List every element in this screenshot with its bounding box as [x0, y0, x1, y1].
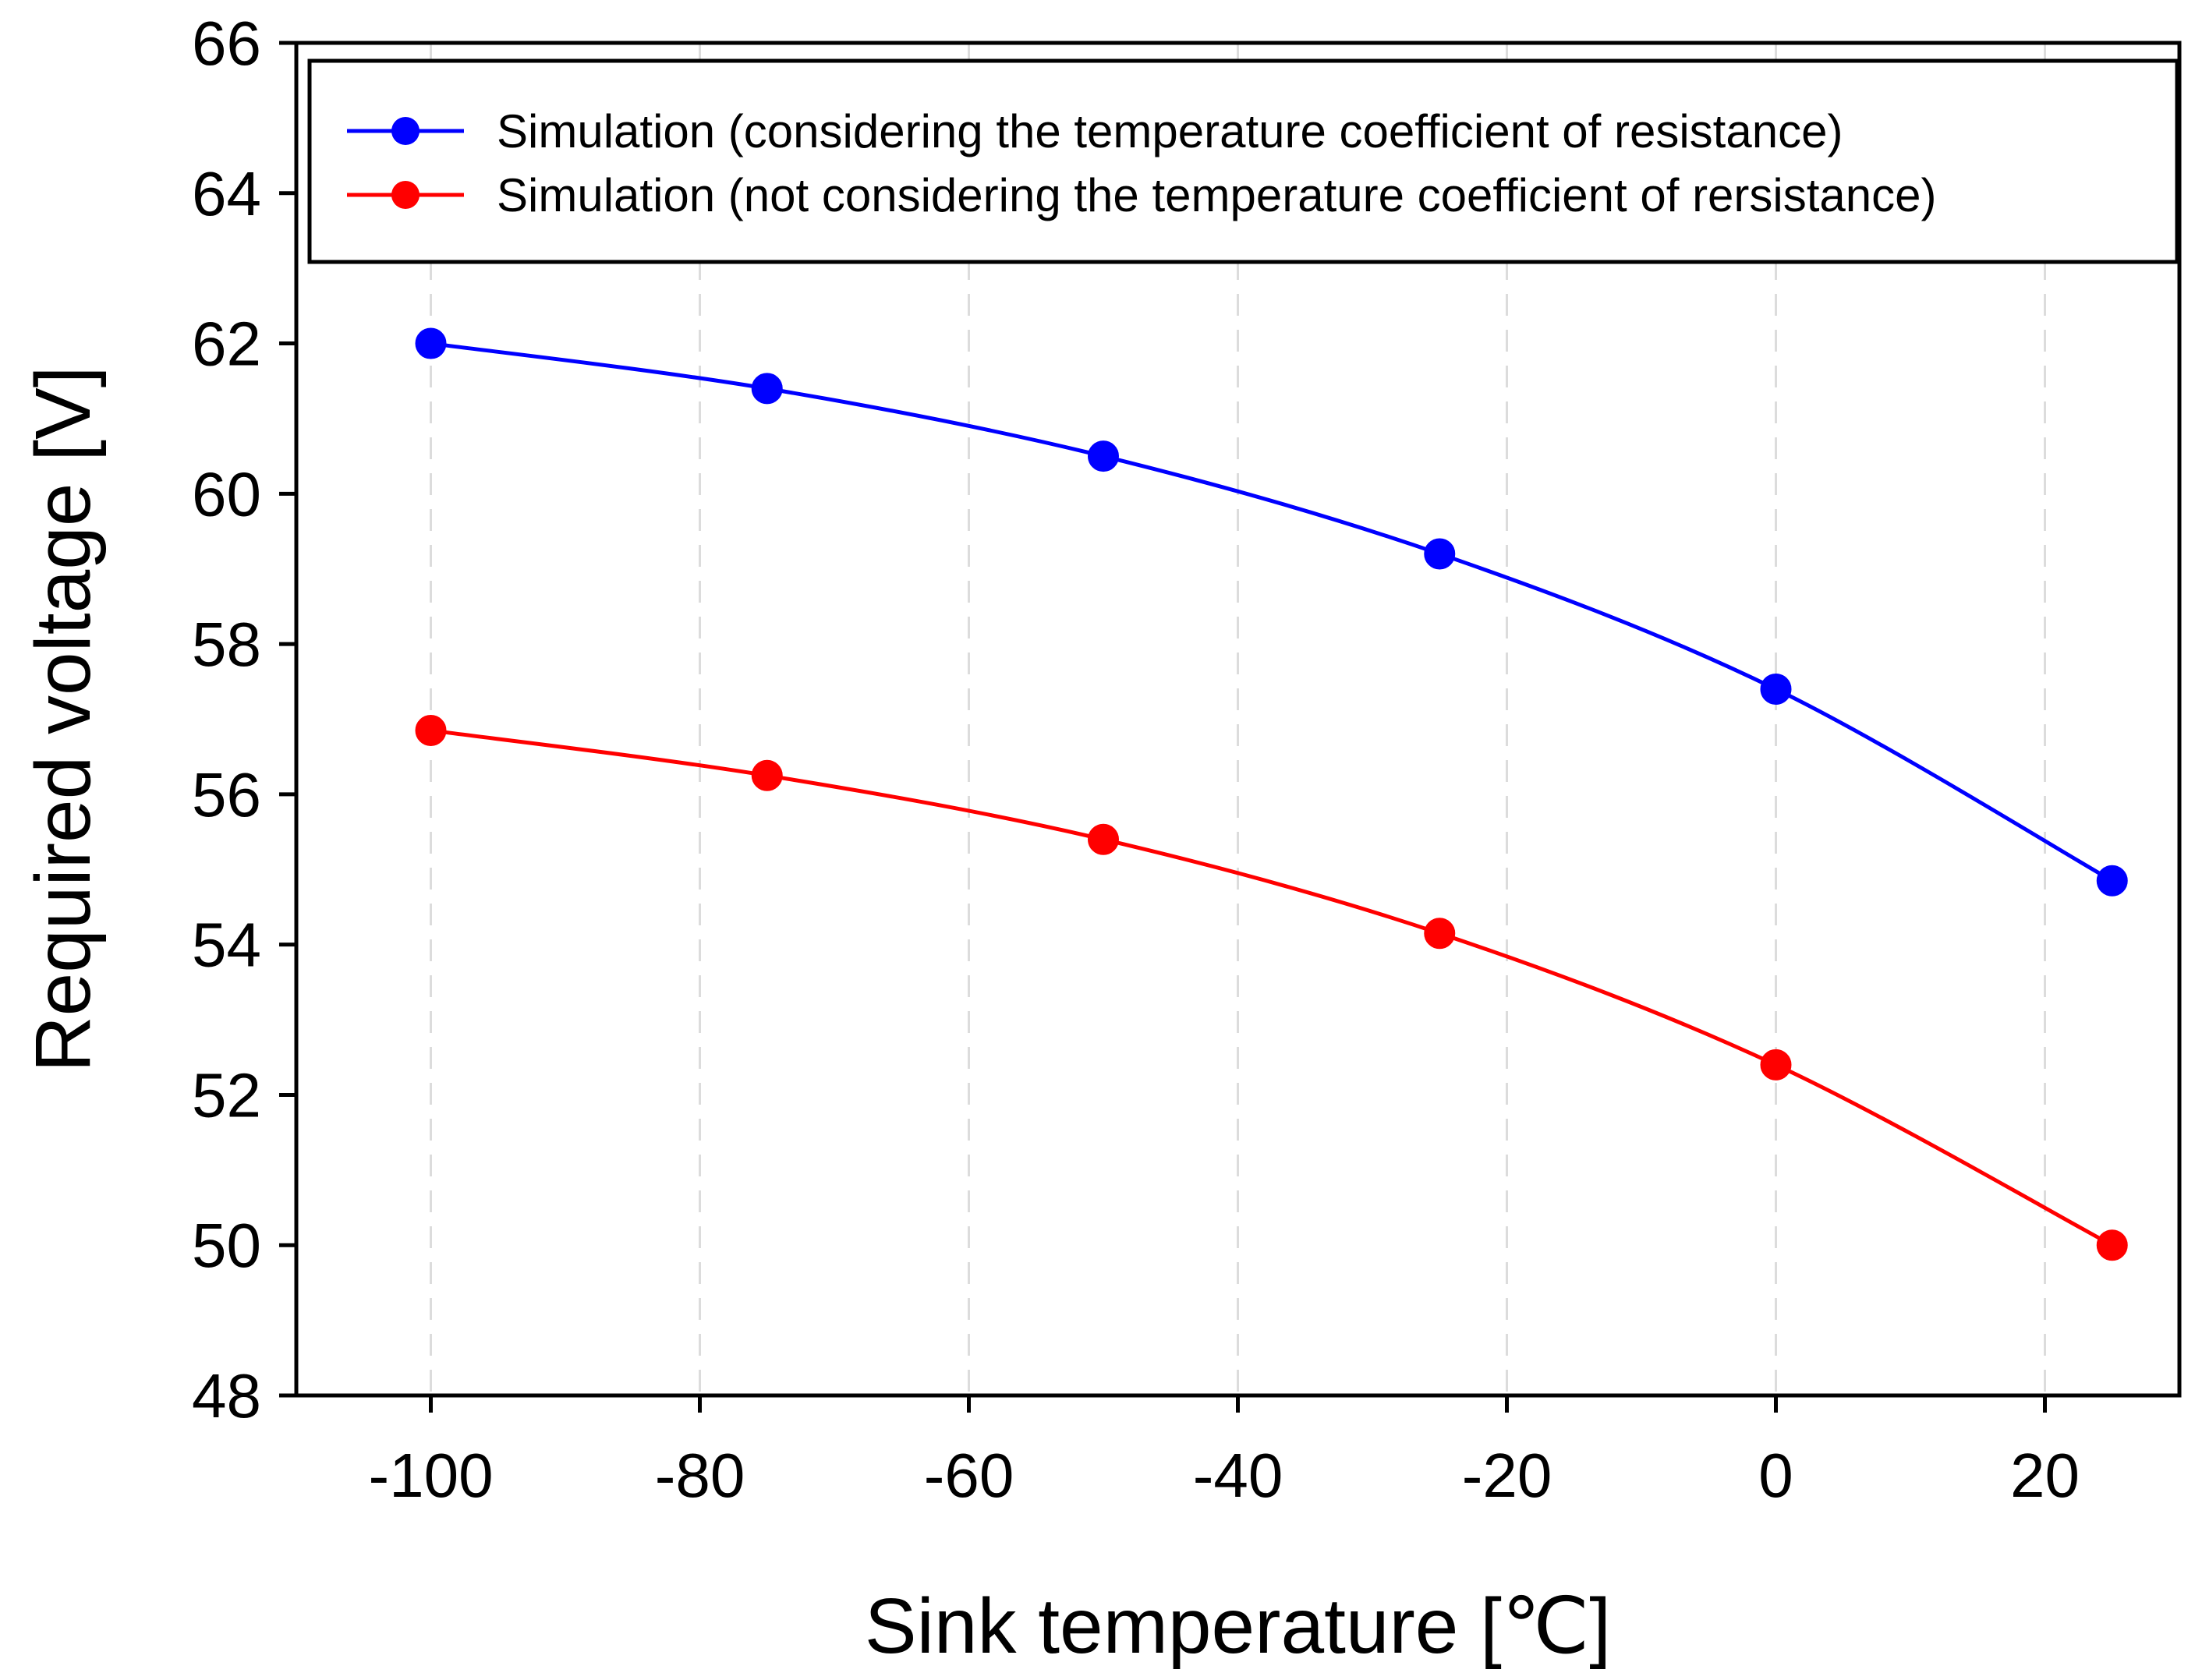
legend-marker-series-2	[391, 181, 420, 209]
series-2-point	[1088, 823, 1119, 855]
y-tick-label: 50	[192, 1211, 261, 1280]
y-axis-title: Required voltage [V]	[19, 366, 107, 1072]
series-2-point	[2096, 1229, 2128, 1261]
series-layer	[415, 327, 2128, 1261]
series-2-line	[430, 728, 2113, 1247]
y-tick-label: 58	[192, 610, 261, 679]
series-2-point	[1424, 918, 1456, 950]
x-tick-label: 0	[1758, 1441, 1793, 1510]
x-axis-title: Sink temperature [℃]	[865, 1583, 1611, 1670]
series-2-point	[1760, 1049, 1792, 1081]
y-tick-label: 64	[192, 159, 261, 228]
x-tick-label: -80	[655, 1441, 745, 1510]
x-tick-label: -40	[1193, 1441, 1283, 1510]
x-tick-label: 20	[2010, 1441, 2080, 1510]
x-tick-label: -20	[1462, 1441, 1552, 1510]
y-tick-label: 62	[192, 309, 261, 379]
grid-lines	[430, 43, 2046, 1395]
x-axis-ticks: -100 -80 -60 -40 -20 0 20	[368, 1395, 2080, 1510]
series-2-point	[751, 759, 783, 791]
series-1-point	[2096, 865, 2128, 897]
series-1-point	[1760, 673, 1792, 705]
series-2-point	[415, 714, 447, 746]
series-1-point	[751, 373, 783, 405]
series-1-line	[430, 341, 2113, 882]
y-tick-label: 54	[192, 911, 261, 980]
legend-marker-series-1	[391, 117, 420, 145]
legend-label-series-2: Simulation (not considering the temperat…	[497, 169, 1937, 221]
series-1-point	[1424, 538, 1456, 570]
y-tick-label: 56	[192, 760, 261, 829]
y-tick-label: 60	[192, 459, 261, 529]
x-tick-label: -100	[368, 1441, 493, 1510]
y-tick-label: 52	[192, 1060, 261, 1130]
legend: Simulation (considering the temperature …	[307, 58, 2179, 264]
y-axis-ticks: 48 50 52 54 56 58 60 62 64 66	[192, 9, 296, 1431]
series-1-point	[1088, 440, 1119, 472]
legend-box	[307, 58, 2179, 264]
series-1-point	[415, 327, 447, 359]
x-tick-label: -60	[924, 1441, 1014, 1510]
y-tick-label: 66	[192, 9, 261, 78]
y-tick-label: 48	[192, 1361, 261, 1431]
legend-label-series-1: Simulation (considering the temperature …	[497, 105, 1843, 157]
